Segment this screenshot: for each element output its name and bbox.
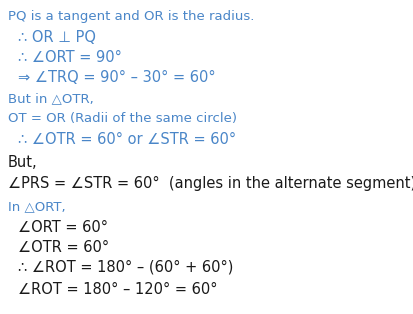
Text: ∠PRS = ∠STR = 60°  (angles in the alternate segment): ∠PRS = ∠STR = 60° (angles in the alterna… [8,176,413,191]
Text: ∴ ∠ROT = 180° – (60° + 60°): ∴ ∠ROT = 180° – (60° + 60°) [18,260,233,275]
Text: PQ is a tangent and OR is the radius.: PQ is a tangent and OR is the radius. [8,10,254,23]
Text: But in △OTR,: But in △OTR, [8,92,93,105]
Text: In △ORT,: In △ORT, [8,200,66,213]
Text: ∠ROT = 180° – 120° = 60°: ∠ROT = 180° – 120° = 60° [18,282,217,297]
Text: ∠OTR = 60°: ∠OTR = 60° [18,240,109,255]
Text: ∴ ∠OTR = 60° or ∠STR = 60°: ∴ ∠OTR = 60° or ∠STR = 60° [18,132,235,147]
Text: OT = OR (Radii of the same circle): OT = OR (Radii of the same circle) [8,112,236,125]
Text: ∴ OR ⊥ PQ: ∴ OR ⊥ PQ [18,30,96,45]
Text: But,: But, [8,155,38,170]
Text: ∴ ∠ORT = 90°: ∴ ∠ORT = 90° [18,50,121,65]
Text: ⇒ ∠TRQ = 90° – 30° = 60°: ⇒ ∠TRQ = 90° – 30° = 60° [18,70,215,85]
Text: ∠ORT = 60°: ∠ORT = 60° [18,220,108,235]
